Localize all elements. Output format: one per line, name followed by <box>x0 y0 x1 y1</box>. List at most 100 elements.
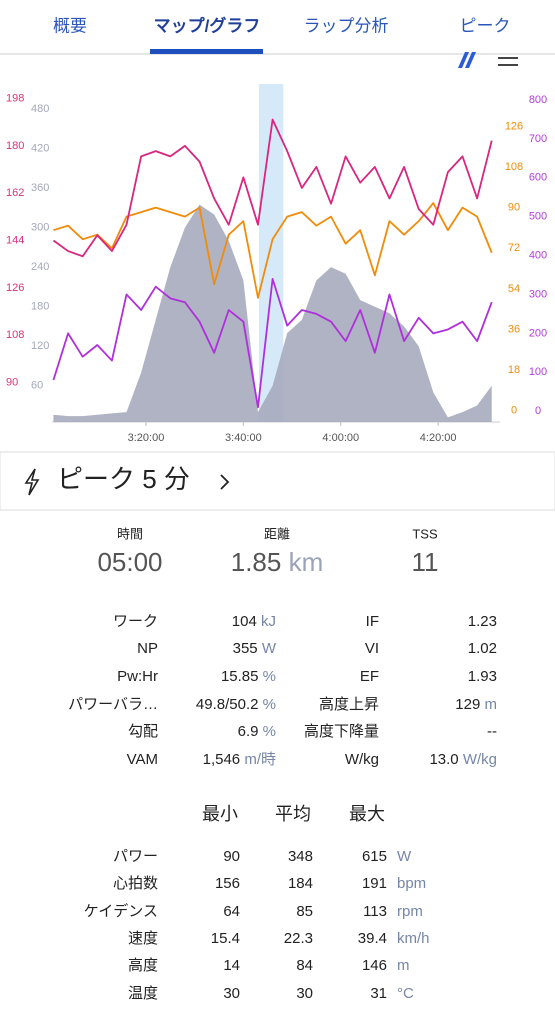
x-tick-label: 3:40:00 <box>225 432 262 444</box>
stats-unit: W <box>397 848 412 865</box>
value: 1,546 <box>203 751 241 768</box>
stats-unit: bpm <box>397 875 426 892</box>
y-tick-label: 72 <box>508 242 520 254</box>
y-tick-label: 0 <box>535 405 541 417</box>
unit: m/時 <box>244 751 276 768</box>
y-tick-label: 700 <box>529 133 547 145</box>
series-line <box>53 202 493 299</box>
unit: % <box>263 668 276 685</box>
stats-value: 15.4 <box>211 930 240 947</box>
y-tick-label: 480 <box>31 103 49 115</box>
stats-unit: rpm <box>397 903 423 920</box>
y-tick-label: 180 <box>6 140 24 152</box>
metric-value: 13.0 W/kg <box>429 751 497 768</box>
y-tick-label: 0 <box>511 405 517 417</box>
y-tick-label: 180 <box>31 301 49 313</box>
bolt-icon <box>24 468 40 496</box>
value: 49.8/50.2 <box>196 696 259 713</box>
stats-value: 22.3 <box>284 930 313 947</box>
y-tick-label: 126 <box>505 120 523 132</box>
unit: W <box>262 640 277 657</box>
metric-value: 104 kJ <box>232 613 276 630</box>
y-tick-label: 800 <box>529 94 547 106</box>
stats-value: 31 <box>370 985 387 1002</box>
elevation-area <box>53 204 492 422</box>
y-tick-label: 120 <box>31 340 49 352</box>
series-line <box>52 118 493 258</box>
route-icon[interactable] <box>458 52 476 68</box>
stats-header: 最大 <box>349 804 385 824</box>
metric-label: IF <box>366 613 379 630</box>
metric-label: ワーク <box>113 613 158 630</box>
metric-value: 355 W <box>233 640 277 657</box>
y-tick-label: 420 <box>31 143 49 155</box>
peak-button[interactable] <box>0 451 555 511</box>
y-tick-label: 90 <box>6 376 18 388</box>
tab[interactable]: ラップ分析 <box>304 16 389 35</box>
unit: % <box>263 696 276 713</box>
metric-value: 6.9 % <box>238 723 276 740</box>
value: 1.23 <box>468 613 497 630</box>
stats-label: パワー <box>113 848 158 865</box>
stats-value: 146 <box>362 957 387 974</box>
menu-icon[interactable] <box>498 57 518 66</box>
tab[interactable]: ピーク <box>460 16 511 35</box>
x-tick-label: 4:00:00 <box>322 432 359 444</box>
value: 104 <box>232 613 257 630</box>
summary-value: 11 <box>412 547 439 577</box>
unit: km <box>289 547 324 577</box>
metric-value: -- <box>487 723 497 740</box>
metric-value: 1.93 <box>468 668 497 685</box>
value: 13.0 <box>429 751 458 768</box>
stats-value: 113 <box>363 903 387 920</box>
value: -- <box>487 723 497 740</box>
metric-value: 1,546 m/時 <box>203 751 276 768</box>
stats-header: 最小 <box>202 804 238 824</box>
y-tick-label: 100 <box>529 366 547 378</box>
tab[interactable]: マップ/グラフ <box>154 15 261 35</box>
metric-label: VI <box>365 640 379 657</box>
value: 1.93 <box>468 668 497 685</box>
y-tick-label: 126 <box>6 282 24 294</box>
unit: % <box>263 723 276 740</box>
y-tick-label: 400 <box>529 249 547 261</box>
metric-label: EF <box>360 668 379 685</box>
series-line <box>52 278 493 409</box>
icon-part <box>458 52 469 68</box>
value: 129 <box>455 696 480 713</box>
stats-label: 温度 <box>128 985 158 1002</box>
summary-label: 距離 <box>264 526 290 541</box>
metric-value: 49.8/50.2 % <box>196 696 276 713</box>
stats-header: 平均 <box>275 804 311 824</box>
y-tick-label: 500 <box>529 211 547 223</box>
value: 355 <box>233 640 258 657</box>
y-tick-label: 54 <box>508 283 520 295</box>
metric-value: 15.85 % <box>221 668 276 685</box>
metric-value: 129 m <box>455 696 497 713</box>
y-tick-label: 60 <box>31 380 43 392</box>
x-tick-label: 3:20:00 <box>128 432 165 444</box>
peak-label[interactable]: ピーク 5 分 <box>57 464 190 494</box>
value: 11 <box>412 547 439 577</box>
stats-label: ケイデンス <box>84 902 158 920</box>
stats-value: 30 <box>223 985 240 1002</box>
x-tick-label: 4:20:00 <box>420 432 457 444</box>
y-tick-label: 600 <box>529 172 547 184</box>
stats-value: 64 <box>223 903 240 920</box>
summary-label: TSS <box>412 526 438 541</box>
stats-value: 348 <box>288 848 313 865</box>
unit: kJ <box>261 613 276 630</box>
stats-value: 85 <box>296 903 313 920</box>
value: 1.85 <box>231 547 282 577</box>
summary-value: 1.85 km <box>231 547 324 577</box>
metric-label: W/kg <box>345 751 379 768</box>
metric-value: 1.23 <box>468 613 497 630</box>
metric-label: 勾配 <box>128 723 158 740</box>
y-tick-label: 144 <box>6 234 24 246</box>
summary-label: 時間 <box>117 526 143 541</box>
stats-value: 14 <box>223 957 240 974</box>
metric-label: 高度上昇 <box>319 696 379 713</box>
tab[interactable]: 概要 <box>53 16 87 35</box>
value: 05:00 <box>97 547 162 577</box>
